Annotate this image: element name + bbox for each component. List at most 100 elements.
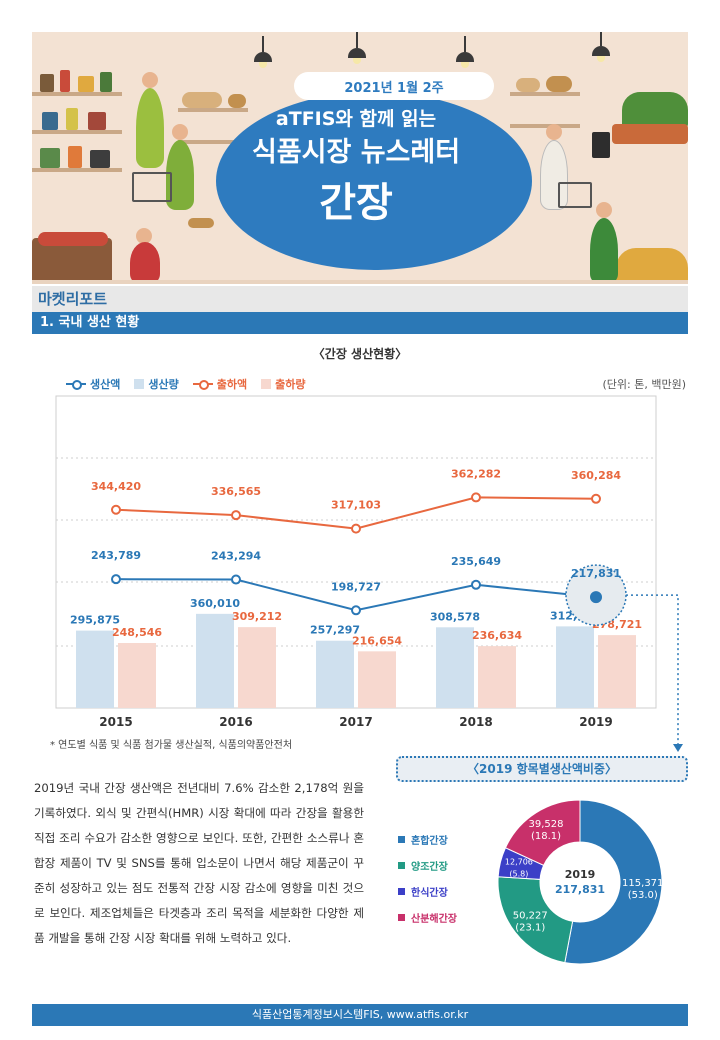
- bar-shipment-volume: [358, 651, 396, 708]
- price-sign: [592, 132, 610, 158]
- ceiling-lamp-icon: [254, 36, 272, 68]
- pie-legend-item: 양조간장: [398, 852, 457, 878]
- connector-arrow-icon: [673, 744, 683, 752]
- bar-value-label: 308,578: [430, 610, 480, 623]
- pie-slice: [497, 876, 574, 964]
- shopping-cart-icon: [132, 172, 172, 202]
- legend-swatch: [398, 913, 405, 921]
- shopper-figure: [590, 218, 618, 284]
- bar-production-volume: [436, 627, 474, 708]
- product-jar: [78, 76, 94, 92]
- issue-date-badge: 2021년 1월 2주: [294, 72, 494, 100]
- pie-percent-label: (23.1): [515, 923, 545, 934]
- bar-value-label: 248,546: [112, 626, 162, 639]
- line-point: [231, 574, 241, 585]
- pie-legend-item: 한식간장: [398, 878, 457, 904]
- shopper-head: [142, 72, 158, 88]
- pie-value-label: 115,371: [622, 878, 663, 889]
- line-point: [111, 504, 121, 515]
- bar-value-label: 257,297: [310, 624, 360, 637]
- shelf: [32, 168, 122, 172]
- line-point: [111, 574, 121, 585]
- shelf: [32, 92, 122, 96]
- legend-label: 한식간장: [411, 887, 448, 899]
- legend-swatch: [398, 887, 405, 895]
- bar-production-volume: [196, 613, 234, 708]
- bar-shipment-volume: [118, 642, 156, 708]
- line-value-label: 243,789: [91, 549, 141, 562]
- source-note: * 연도별 식품 및 식품 첨가물 생산실적, 식품의약품안전처: [50, 740, 293, 751]
- shopper-figure: [130, 242, 160, 284]
- banner-subtitle: aTFIS와 함께 읽는: [275, 108, 437, 130]
- shopper-head: [596, 202, 612, 218]
- product-jar: [42, 112, 58, 130]
- unit-label: (단위: 톤, 백만원): [602, 378, 687, 391]
- legend-line-swatch: [66, 380, 86, 390]
- bar-value-label: 360,010: [190, 597, 240, 610]
- bar-shipment-volume: [238, 627, 276, 708]
- shelf: [32, 130, 122, 134]
- shelf: [510, 92, 580, 96]
- line-point: [590, 591, 602, 604]
- pie-percent-label: (5.8): [509, 870, 528, 879]
- pie-slice: [564, 799, 663, 965]
- product-bottle: [60, 70, 70, 92]
- pie-value-label: 50,227: [513, 911, 548, 922]
- pie-chart-title: 〈2019 항목별생산액비중〉: [396, 756, 688, 782]
- shelf: [178, 108, 248, 112]
- produce-crate: [612, 124, 688, 144]
- line-point: [471, 579, 481, 590]
- legend-item-production-volume: 생산량: [134, 376, 179, 392]
- product-box: [40, 148, 60, 168]
- line-point: [231, 510, 241, 521]
- x-tick-label: 2016: [219, 715, 252, 729]
- shopper-figure: [540, 140, 568, 210]
- legend-line-swatch: [192, 380, 213, 390]
- line-value-label: 243,294: [211, 550, 261, 563]
- legend-label: 산분해간장: [411, 913, 457, 925]
- bar-production-volume: [76, 630, 114, 708]
- legend-item-production-value: 생산액: [66, 376, 120, 392]
- pie-percent-label: (18.1): [531, 831, 561, 842]
- article-body: 2019년 국내 간장 생산액은 전년대비 7.6% 감소한 2,178억 원을…: [34, 781, 364, 945]
- legend-label: 출하액: [216, 378, 248, 391]
- line-point: [351, 605, 361, 616]
- pie-legend-item: 산분해간장: [398, 904, 457, 930]
- line-point: [471, 492, 481, 503]
- pie-legend: 혼합간장 양조간장 한식간장 산분해간장: [398, 826, 457, 930]
- section-title: 마켓리포트: [32, 286, 688, 312]
- bread-loaf: [182, 92, 222, 108]
- line-value-label: 317,103: [331, 499, 381, 512]
- x-tick-label: 2019: [579, 715, 612, 729]
- product-bottle: [100, 72, 112, 92]
- legend-swatch: [398, 861, 405, 869]
- fruit-pile: [616, 248, 688, 284]
- fruit-pile: [38, 232, 108, 246]
- ceiling-lamp-icon: [592, 32, 610, 62]
- legend-label: 양조간장: [411, 861, 448, 873]
- bread-loaf: [516, 78, 540, 92]
- x-tick-label: 2017: [339, 715, 372, 729]
- shopper-figure: [136, 88, 164, 168]
- legend-label: 혼합간장: [411, 835, 448, 847]
- product-box: [90, 150, 110, 168]
- bread-loaf: [546, 76, 572, 92]
- pie-center-label: 2019: [565, 868, 596, 881]
- pie-value-label: 12,706: [505, 858, 533, 867]
- vegetable-pile: [622, 92, 688, 128]
- shopper-head: [136, 228, 152, 244]
- legend-item-shipment-value: 출하액: [192, 376, 248, 392]
- subsection-title: 1. 국내 생산 현황: [32, 312, 688, 334]
- legend-label: 출하량: [275, 378, 306, 391]
- legend-item-shipment-volume: 출하량: [261, 376, 306, 392]
- banner-title: 식품시장 뉴스레터: [251, 137, 461, 168]
- shopper-head: [172, 124, 188, 140]
- shopper-head: [546, 124, 562, 140]
- bar-value-label: 295,875: [70, 614, 120, 627]
- x-tick-label: 2018: [459, 715, 492, 729]
- legend-label: 생산액: [90, 378, 121, 391]
- product-bottle: [66, 108, 78, 130]
- line-value-label: 344,420: [91, 480, 141, 493]
- footer: 식품산업통계정보시스템FIS, www.atfis.or.kr: [32, 1004, 688, 1026]
